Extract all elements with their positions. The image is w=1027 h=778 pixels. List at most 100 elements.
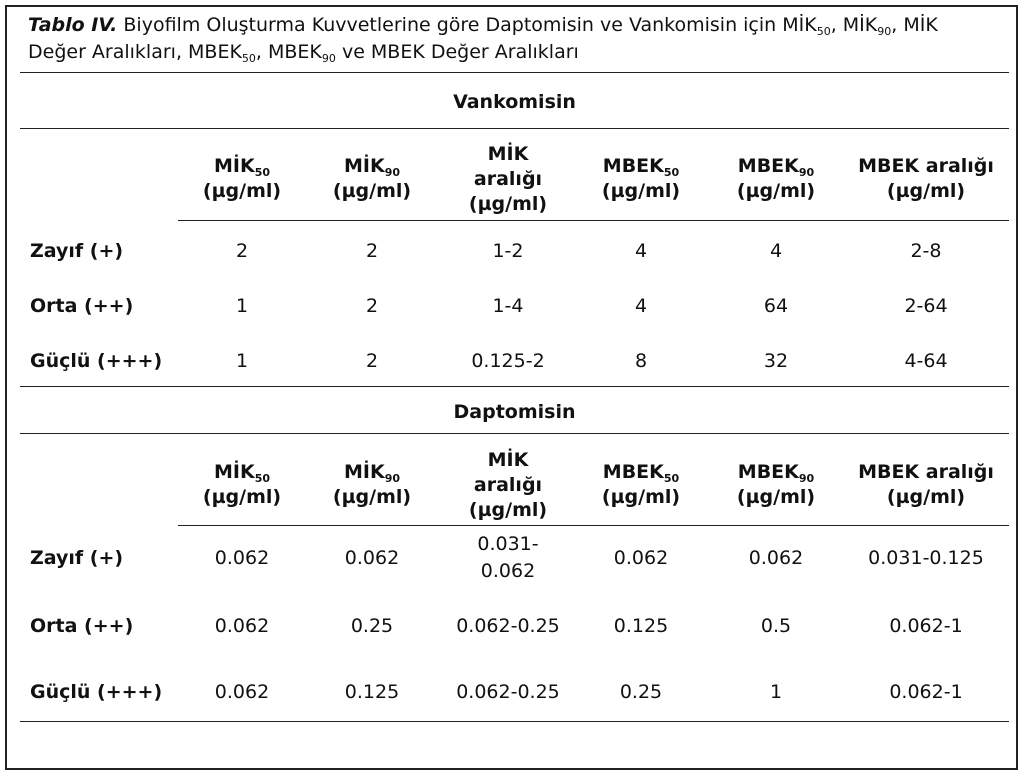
header-subscript: 50 (663, 472, 680, 485)
header-row: MİK50 (µg/ml) MİK90 (µg/ml) MİK aralığı (µg/ml… (0, 134, 1027, 224)
table-cell: 32 (763, 349, 789, 372)
header-line2: aralığı (473, 473, 543, 496)
header-line2: (µg/ml) (886, 180, 966, 202)
header-line2: (µg/ml) (886, 486, 966, 508)
column-header: MİK50 (µg/ml) (172, 440, 312, 530)
table-cell: 1-4 (492, 294, 524, 317)
column-header: MBEK50 (µg/ml) (571, 440, 711, 530)
table-cell: 2-64 (904, 294, 948, 317)
row-label: Orta (++) (30, 615, 134, 637)
header-main: MBEK (602, 461, 664, 483)
table-cell: 2 (235, 239, 249, 262)
table-cell: 0.125 (344, 680, 400, 703)
column-header: MİK50 (µg/ml) (172, 134, 312, 224)
table-cell: 0.125 (613, 614, 669, 637)
table-cell: 1 (235, 294, 249, 317)
section-title: Vankomisin (453, 91, 576, 113)
caption-text: Biyofilm Oluşturma Kuvvetlerine göre Dap… (28, 14, 938, 65)
table-cell: 0.031- 0.062 (477, 533, 539, 582)
header-subscript: 50 (254, 472, 270, 485)
table-cell: 2 (365, 349, 379, 372)
header-main: MİK (213, 461, 255, 483)
column-header: MBEK90 (µg/ml) (706, 134, 846, 224)
table-cell: 0.062 (748, 546, 804, 569)
table-cell: 0.062 (214, 614, 270, 637)
column-header: MİK90 (µg/ml) (302, 440, 442, 530)
table-row: Güçlü (+++) 1 2 0.125-2 8 32 4-64 (0, 340, 1027, 382)
table-cell: 4 (634, 294, 648, 317)
table-cell: 0.25 (350, 614, 394, 637)
table-cell: 0.062 (344, 546, 400, 569)
header-line3: (µg/ml) (468, 192, 548, 215)
header-subscript: 90 (384, 472, 400, 485)
row-label: Zayıf (+) (30, 547, 124, 569)
header-line2: (µg/ml) (332, 486, 412, 508)
header-line2: (µg/ml) (601, 486, 681, 508)
header-main: MİK (343, 461, 385, 483)
table-cell: 0.5 (760, 614, 792, 637)
header-line2: (µg/ml) (332, 180, 412, 202)
header-main: MİK (487, 142, 529, 165)
row-label: Orta (++) (30, 295, 134, 317)
column-header: MBEK50 (µg/ml) (571, 134, 711, 224)
rule-section-title (20, 433, 1009, 434)
table-cell: 1 (235, 349, 249, 372)
header-main: MİK (213, 155, 255, 177)
table-cell: 0.062-0.25 (456, 614, 560, 637)
table-cell: 0.25 (619, 680, 663, 703)
rule-section-end (20, 386, 1009, 387)
table-cell: 2-8 (910, 239, 942, 262)
header-subscript: 90 (798, 472, 815, 485)
rule-header (178, 220, 1009, 221)
header-subscript: 50 (663, 166, 680, 179)
table-cell: 4-64 (904, 349, 948, 372)
section-title: Daptomisin (453, 401, 576, 423)
column-header: MİK aralığı (µg/ml) (438, 134, 578, 224)
table-cell: 0.062-0.25 (456, 680, 560, 703)
rule-section-end (20, 721, 1009, 722)
header-line2: (µg/ml) (736, 486, 816, 508)
table-cell: 0.062 (613, 546, 669, 569)
header-main: MBEK (602, 155, 664, 177)
header-line2: (µg/ml) (601, 180, 681, 202)
header-line2: (µg/ml) (202, 180, 282, 202)
column-header: MBEK90 (µg/ml) (706, 440, 846, 530)
table-cell: 4 (634, 239, 648, 262)
table-row: Zayıf (+) 2 2 1-2 4 4 2-8 (0, 230, 1027, 272)
table-cell: 0.062 (214, 680, 270, 703)
table-cell: 0.125-2 (471, 349, 545, 372)
column-header: MBEK aralığı (µg/ml) (856, 134, 996, 224)
header-row: MİK50 (µg/ml) MİK90 (µg/ml) MİK aralığı (µg/ml… (0, 440, 1027, 530)
table-row: Zayıf (+) 0.062 0.062 0.031- 0.062 0.062 0.06… (0, 530, 1027, 586)
table-cell: 8 (634, 349, 648, 372)
table-cell: 2 (365, 239, 379, 262)
table-row: Orta (++) 1 2 1-4 4 64 2-64 (0, 285, 1027, 327)
table-cell: 4 (769, 239, 783, 262)
table-cell: 1 (769, 680, 783, 703)
header-main: MBEK aralığı (858, 155, 994, 177)
table-frame (5, 5, 1018, 770)
rule-top (20, 72, 1009, 73)
rule-header (178, 525, 1009, 526)
row-label: Güçlü (+++) (30, 350, 163, 372)
table-caption: Tablo IV. Biyofilm Oluşturma Kuvvetlerin… (28, 12, 1008, 66)
header-main: MİK (343, 155, 385, 177)
rule-section-title (20, 128, 1009, 129)
header-line2: aralığı (473, 167, 543, 190)
column-header: MİK90 (µg/ml) (302, 134, 442, 224)
header-line2: (µg/ml) (202, 486, 282, 508)
header-line3: (µg/ml) (468, 498, 548, 521)
header-subscript: 90 (798, 166, 815, 179)
table-row: Güçlü (+++) 0.062 0.125 0.062-0.25 0.25 1 0.06… (0, 664, 1027, 720)
table-cell: 0.062-1 (889, 614, 963, 637)
header-main: MBEK (737, 155, 799, 177)
header-main: MİK (487, 448, 529, 471)
header-main: MBEK (737, 461, 799, 483)
header-subscript: 90 (384, 166, 400, 179)
row-label: Güçlü (+++) (30, 681, 163, 703)
table-row: Orta (++) 0.062 0.25 0.062-0.25 0.125 0.5 0.06… (0, 598, 1027, 654)
table-cell: 64 (763, 294, 789, 317)
table-cell: 2 (365, 294, 379, 317)
header-line2: (µg/ml) (736, 180, 816, 202)
table-cell: 0.062-1 (889, 680, 963, 703)
